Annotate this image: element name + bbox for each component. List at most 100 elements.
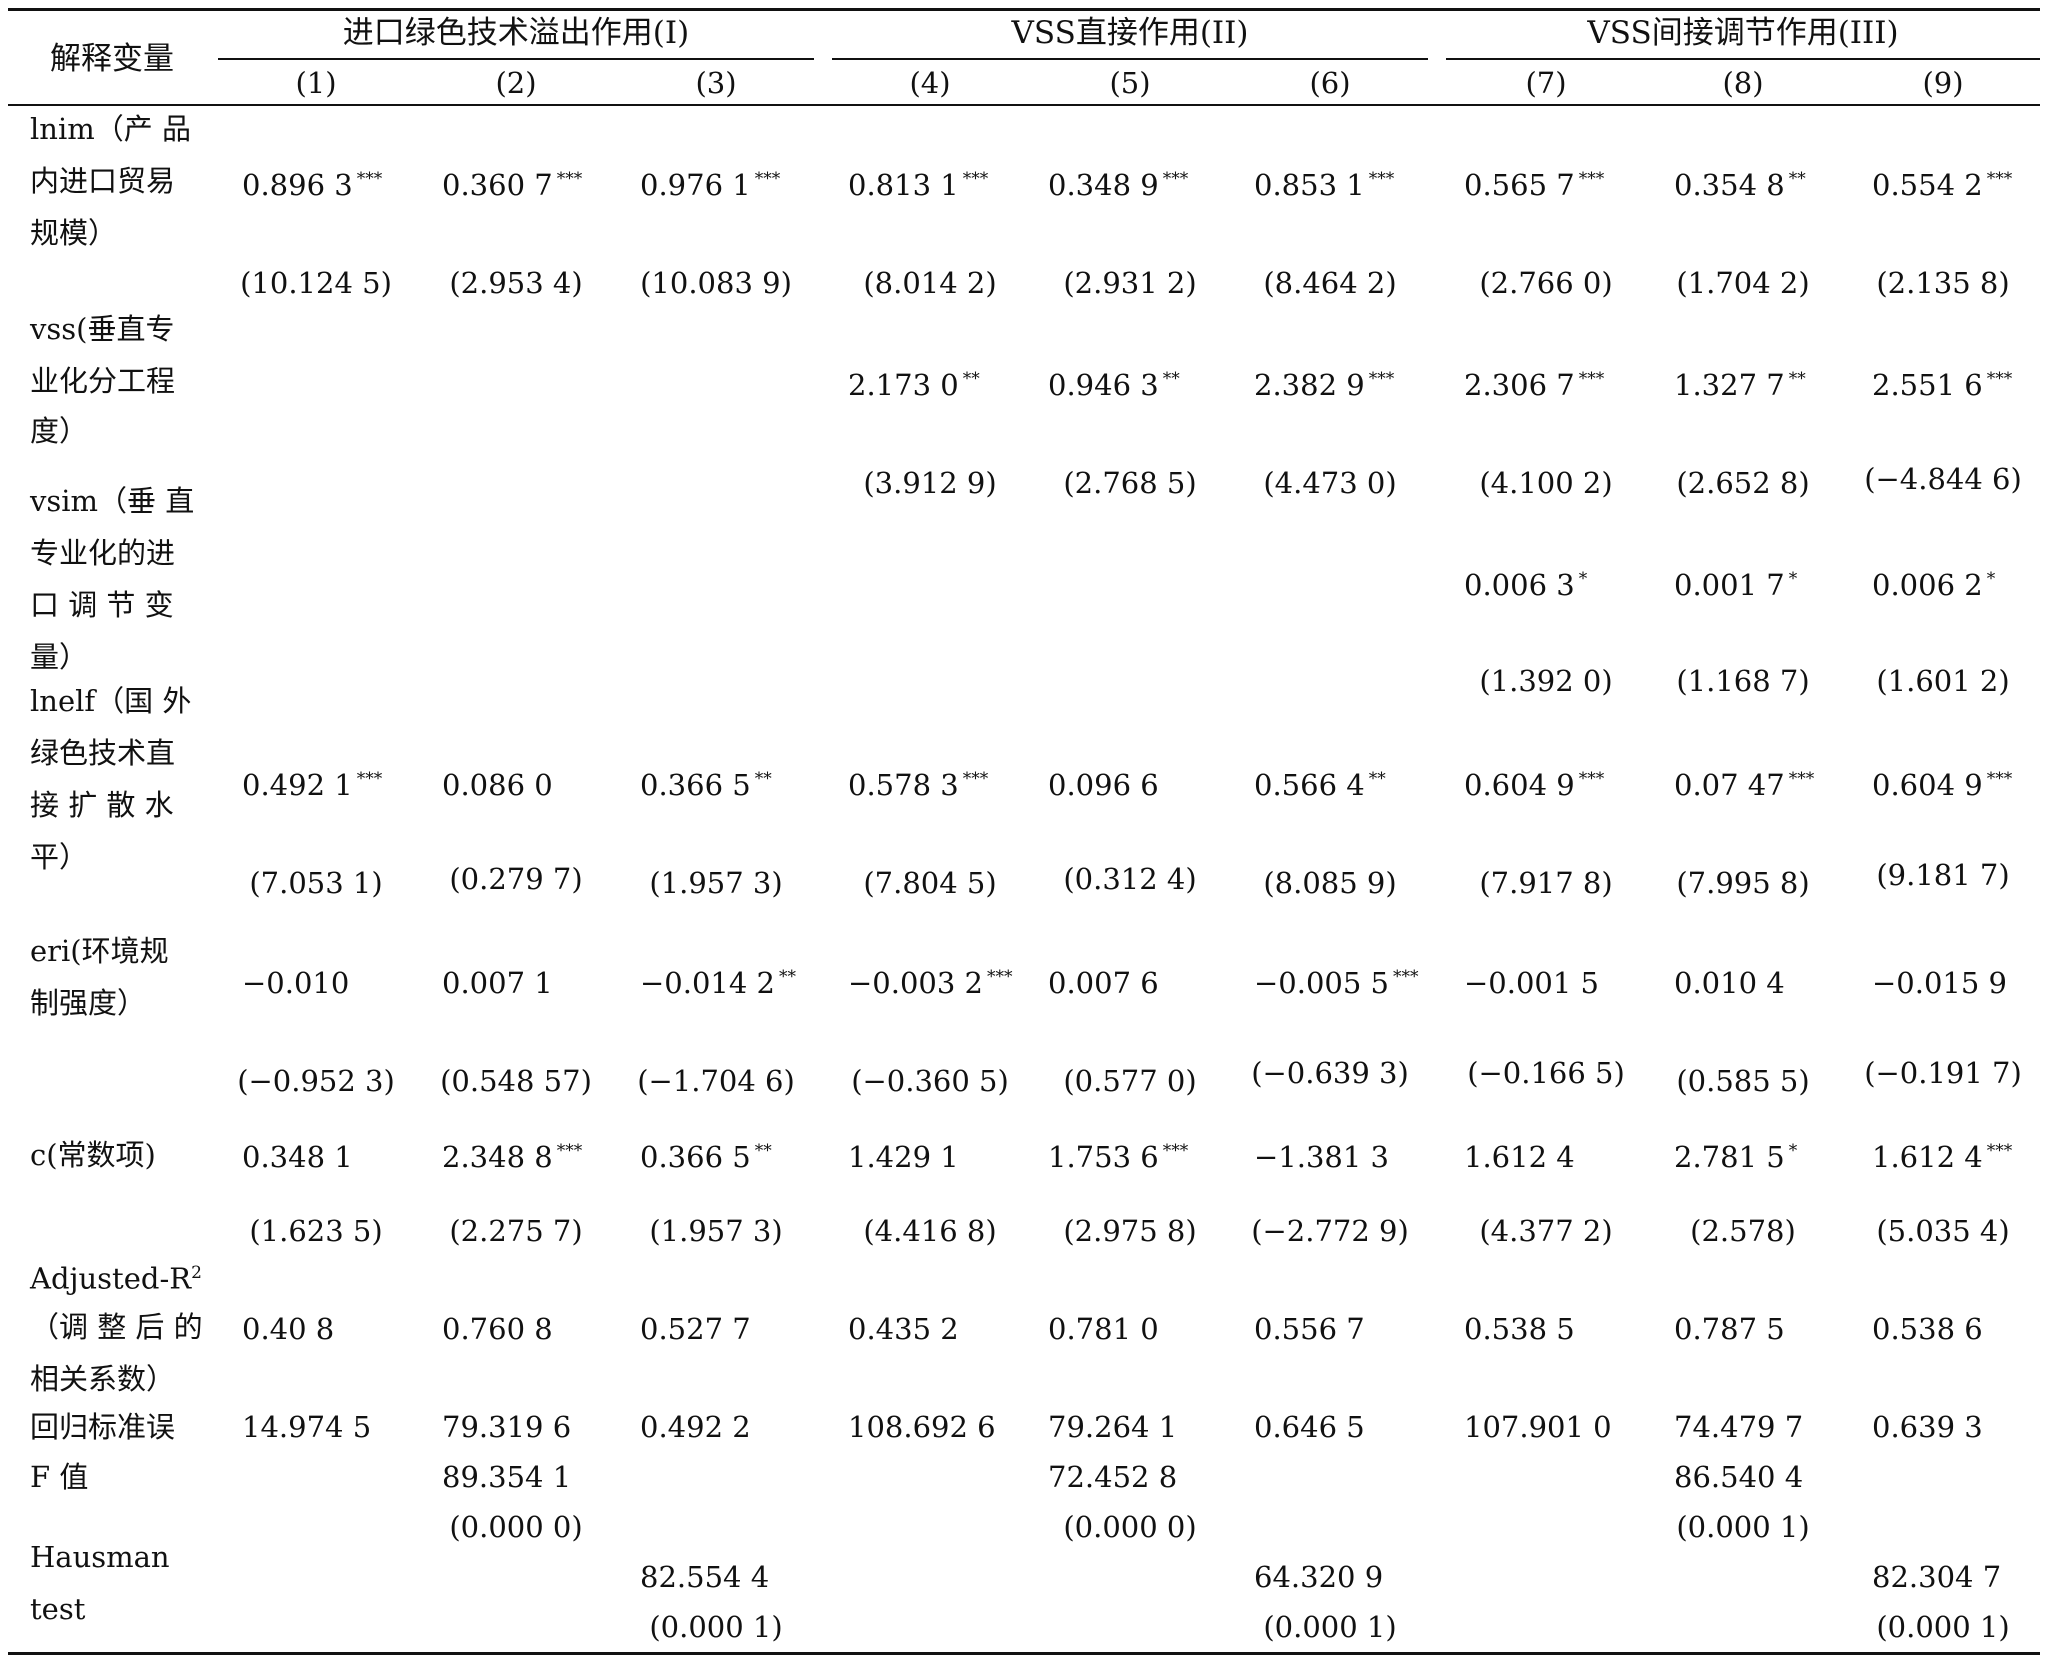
significance-stars: ***	[754, 169, 781, 189]
coefficient-cell: 0.896 3 ***	[242, 168, 383, 202]
column-header-3: (3)	[695, 66, 737, 100]
coefficient-cell: 0.976 1 ***	[640, 168, 781, 202]
t-stat-cell: (0.279 7)	[449, 862, 583, 896]
row-label: lnim（产 品	[30, 112, 191, 146]
column-header-7: (7)	[1525, 66, 1567, 100]
t-stat-cell: (−0.952 3)	[237, 1064, 395, 1098]
significance-stars: **	[1788, 169, 1806, 189]
t-stat-cell: (2.652 8)	[1676, 466, 1810, 500]
value-cell: 0.492 2	[640, 1410, 751, 1444]
coefficient-cell: 1.612 4	[1464, 1140, 1575, 1174]
t-stat-cell: (2.135 8)	[1876, 266, 2010, 300]
row-label: 度）	[30, 414, 89, 448]
group-underline-2	[832, 58, 1428, 60]
value-cell: 0.760 8	[442, 1312, 553, 1346]
coefficient-cell: 0.096 6	[1048, 768, 1159, 802]
row-label: Adjusted-R2	[30, 1261, 202, 1296]
coefficient-cell: 0.348 1	[242, 1140, 353, 1174]
value-cell: 0.556 7	[1254, 1312, 1365, 1346]
t-stat-cell: (2.975 8)	[1063, 1214, 1197, 1248]
row-label: 规模）	[30, 216, 118, 250]
row-label: 专业化的进	[30, 536, 176, 570]
t-stat-cell: (1.957 3)	[649, 866, 783, 900]
t-stat-cell: (5.035 4)	[1876, 1214, 2010, 1248]
significance-stars: ***	[987, 967, 1013, 987]
value-cell: 74.479 7	[1674, 1410, 1804, 1444]
t-stat-cell: (1.168 7)	[1676, 664, 1810, 698]
coefficient-cell: 0.492 1 ***	[242, 768, 383, 802]
t-stat-cell: (1.601 2)	[1876, 664, 2010, 698]
t-stat-cell: (7.804 5)	[863, 866, 997, 900]
t-stat-cell: (2.275 7)	[449, 1214, 583, 1248]
row-label: lnelf（国 外	[30, 684, 192, 718]
value-cell: 89.354 1	[442, 1460, 572, 1494]
coefficient-cell: −1.381 3	[1254, 1140, 1389, 1174]
value-cell: 0.639 3	[1872, 1410, 1983, 1444]
row-label: 平）	[30, 840, 89, 874]
t-stat-cell: (0.585 5)	[1676, 1064, 1810, 1098]
coefficient-cell: −0.001 5	[1464, 966, 1599, 1000]
significance-stars: ***	[1986, 1141, 2013, 1161]
t-stat-cell: (2.766 0)	[1479, 266, 1613, 300]
coefficient-cell: 2.551 6 ***	[1872, 368, 2013, 402]
group-underline-3	[1446, 58, 2040, 60]
significance-stars: ***	[556, 1141, 583, 1161]
coefficient-cell: 0.813 1 ***	[848, 168, 989, 202]
t-stat-cell: (−1.704 6)	[637, 1064, 795, 1098]
t-stat-cell: (2.768 5)	[1063, 466, 1197, 500]
coefficient-cell: 0.348 9 ***	[1048, 168, 1189, 202]
t-stat-cell: (−2.772 9)	[1251, 1214, 1409, 1248]
column-header-5: (5)	[1109, 66, 1151, 100]
value-cell: 64.320 9	[1254, 1560, 1384, 1594]
value-cell: 0.538 6	[1872, 1312, 1983, 1346]
t-stat-cell: (9.181 7)	[1876, 858, 2010, 892]
t-stat-cell: (2.578)	[1690, 1214, 1796, 1248]
t-stat-cell: (−0.639 3)	[1251, 1056, 1409, 1090]
row-label: 绿色技术直	[30, 736, 176, 770]
value-cell: 72.452 8	[1048, 1460, 1178, 1494]
significance-stars: ***	[1578, 169, 1605, 189]
t-stat-cell: (0.312 4)	[1063, 862, 1197, 896]
coefficient-cell: −0.015 9	[1872, 966, 2007, 1000]
t-stat-cell: (1.392 0)	[1479, 664, 1613, 698]
significance-stars: **	[754, 1141, 772, 1161]
bottom-rule	[8, 1652, 2040, 1655]
coefficient-cell: 0.354 8 **	[1674, 168, 1806, 202]
column-header-8: (8)	[1722, 66, 1764, 100]
coefficient-cell: 0.360 7 ***	[442, 168, 583, 202]
t-stat-cell: (8.014 2)	[863, 266, 997, 300]
row-label: c(常数项)	[30, 1138, 156, 1172]
value-cell: 0.435 2	[848, 1312, 959, 1346]
coefficient-cell: 0.946 3 **	[1048, 368, 1180, 402]
significance-stars: *	[1578, 569, 1588, 589]
row-label: eri(环境规	[30, 934, 169, 968]
significance-stars: ***	[1368, 169, 1395, 189]
t-stat-cell: (2.953 4)	[449, 266, 583, 300]
t-stat-cell: (7.995 8)	[1676, 866, 1810, 900]
t-stat-cell: (4.416 8)	[863, 1214, 997, 1248]
coefficient-cell: 2.382 9 ***	[1254, 368, 1395, 402]
column-header-9: (9)	[1922, 66, 1964, 100]
coefficient-cell: 1.753 6 ***	[1048, 1140, 1189, 1174]
row-label: F 值	[30, 1460, 89, 1494]
significance-stars: ***	[1162, 169, 1189, 189]
coefficient-cell: 0.853 1 ***	[1254, 168, 1395, 202]
column-header-1: (1)	[295, 66, 337, 100]
row-label: 回归标准误	[30, 1410, 176, 1444]
significance-stars: ***	[962, 769, 989, 789]
coefficient-cell: 0.554 2 ***	[1872, 168, 2013, 202]
significance-stars: ***	[356, 169, 383, 189]
coefficient-cell: 1.612 4 ***	[1872, 1140, 2013, 1174]
coefficient-cell: 2.348 8 ***	[442, 1140, 583, 1174]
row-label: 量）	[30, 640, 89, 674]
coefficient-cell: 0.007 6	[1048, 966, 1159, 1000]
significance-stars: **	[1788, 369, 1806, 389]
value-cell: 0.527 7	[640, 1312, 751, 1346]
significance-stars: ***	[1986, 369, 2013, 389]
column-header-2: (2)	[495, 66, 537, 100]
t-stat-cell: (1.704 2)	[1676, 266, 1810, 300]
row-label: vss(垂直专	[30, 312, 175, 346]
significance-stars: **	[754, 769, 772, 789]
significance-stars: ***	[1788, 769, 1815, 789]
t-stat-cell: (3.912 9)	[863, 466, 997, 500]
